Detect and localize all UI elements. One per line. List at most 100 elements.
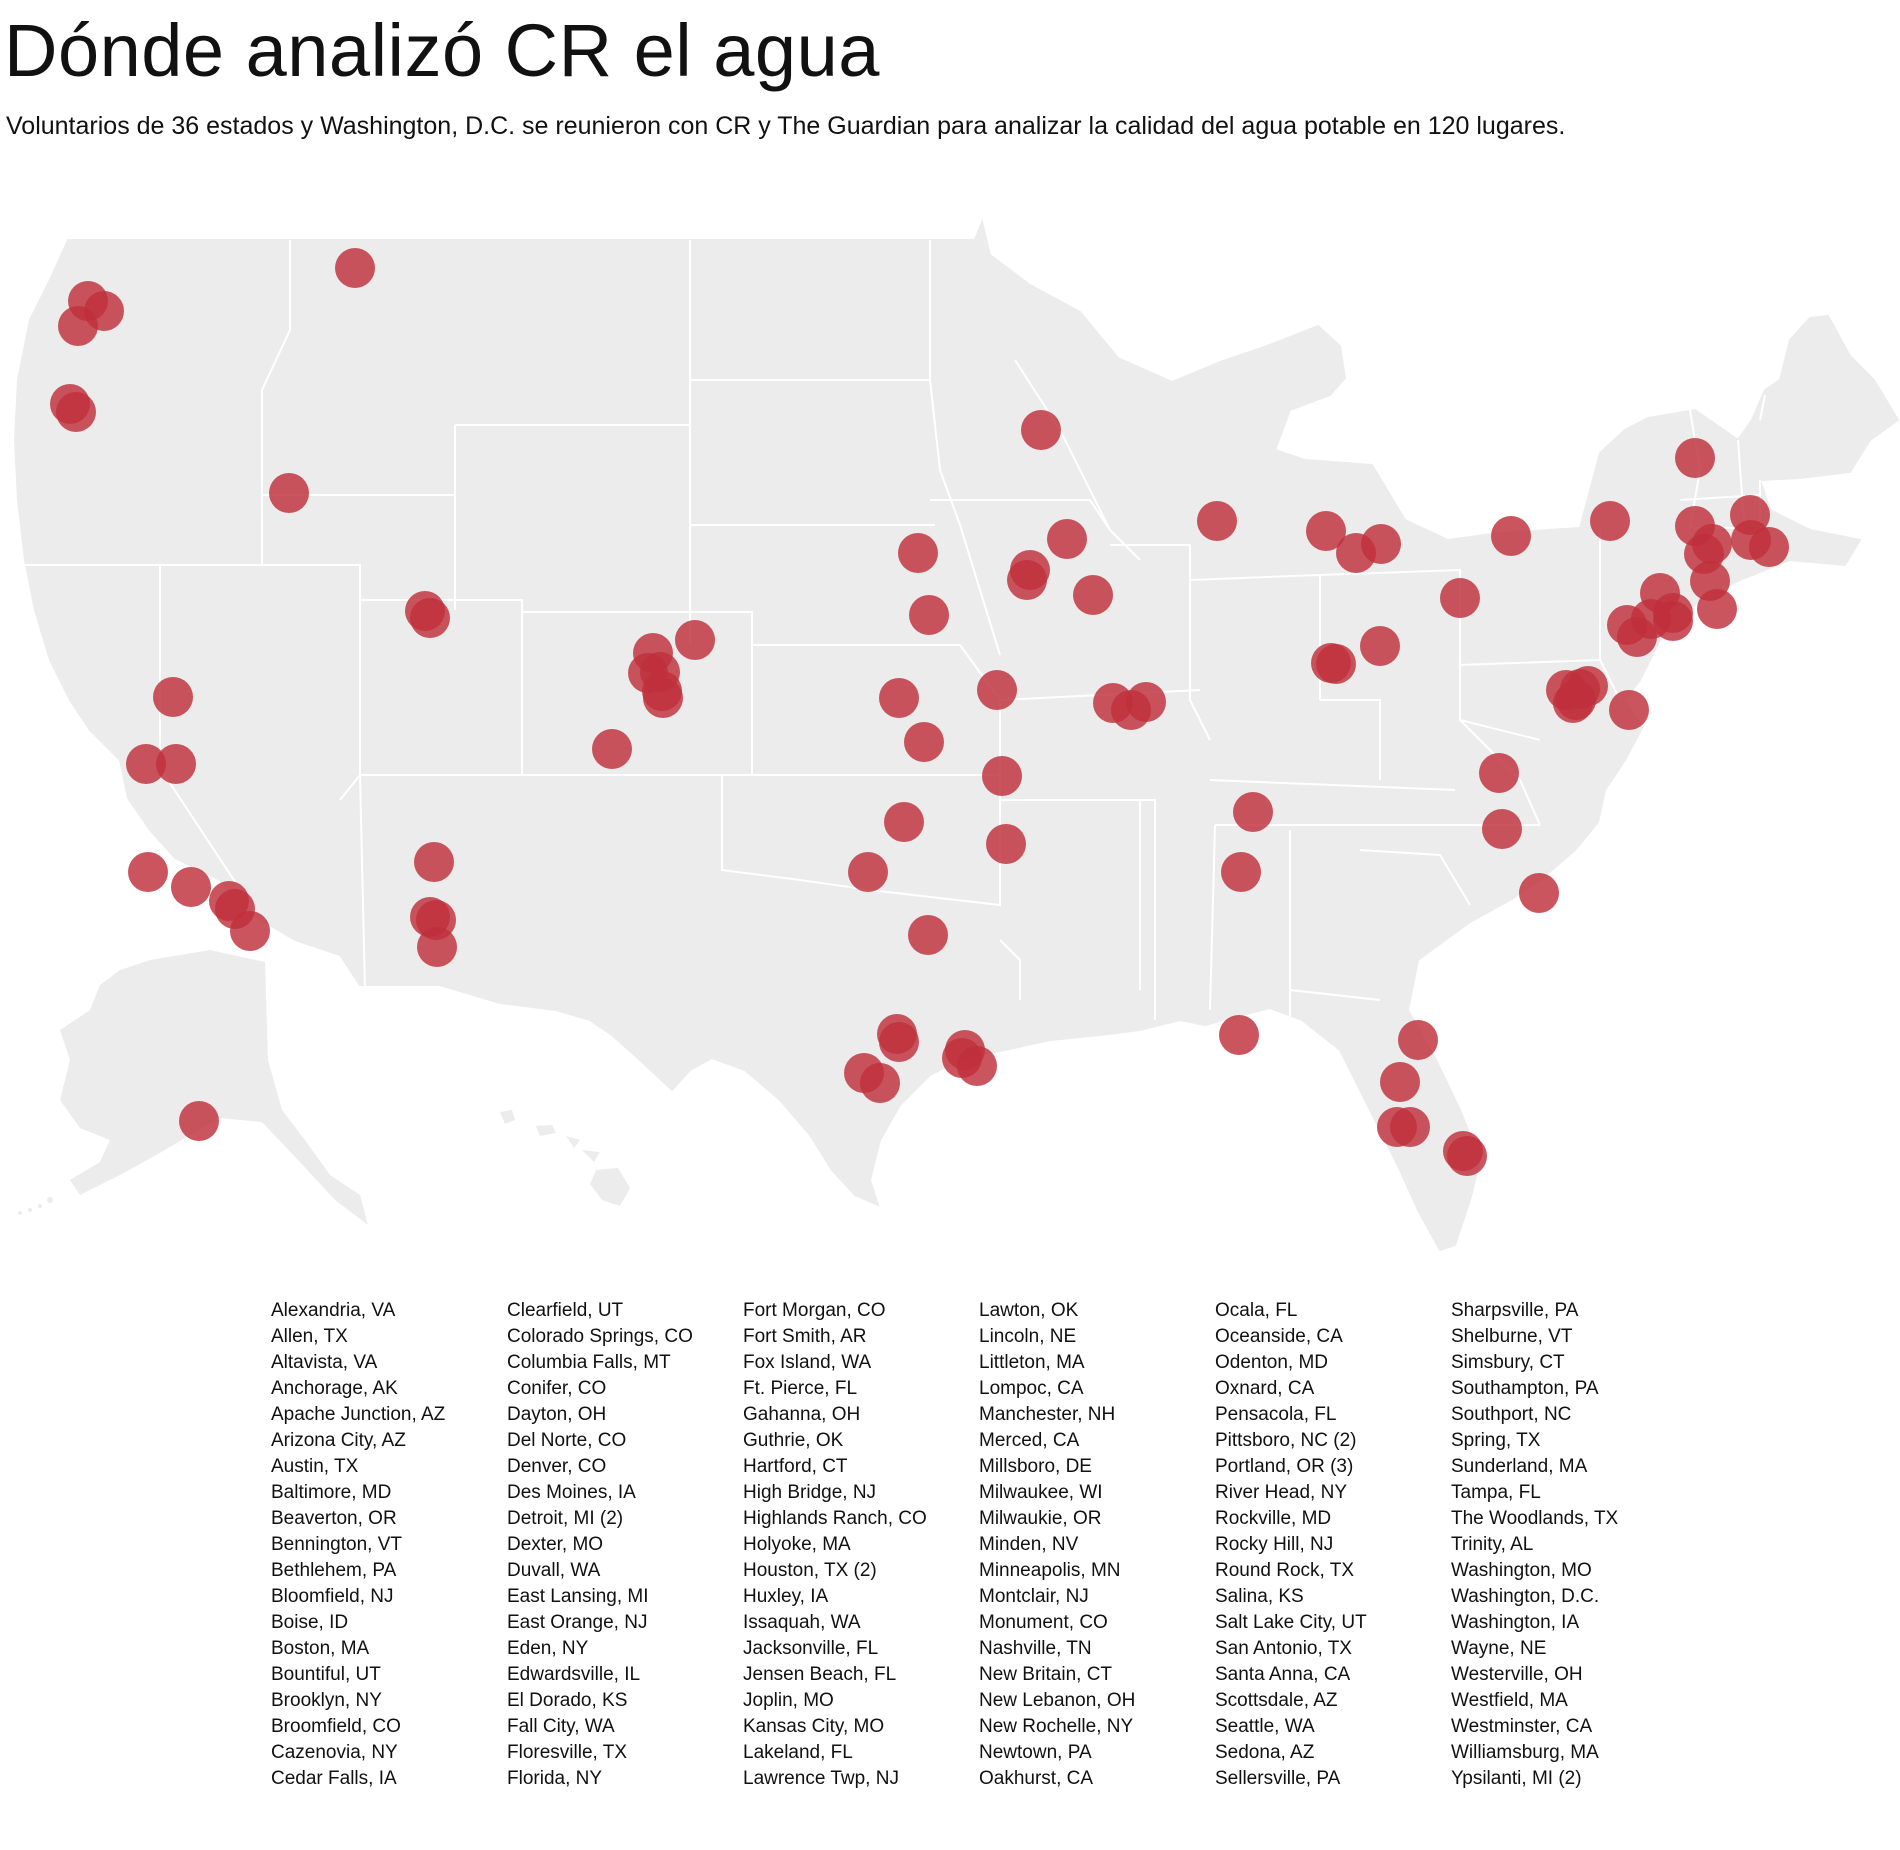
location-item: Shelburne, VT bbox=[1451, 1326, 1573, 1347]
location-item: Southampton, PA bbox=[1451, 1378, 1599, 1399]
location-item: Lawton, OK bbox=[979, 1300, 1079, 1321]
location-item: New Britain, CT bbox=[979, 1664, 1113, 1685]
locations-column: Fort Morgan, CO Fort Smith, AR Fox Island,… bbox=[743, 1298, 979, 1792]
location-item: Lincoln, NE bbox=[979, 1326, 1077, 1347]
locations-column: Sharpsville, PA Shelburne, VT Simsbury, CT… bbox=[1451, 1298, 1687, 1792]
location-item: Anchorage, AK bbox=[271, 1378, 398, 1399]
location-item: Tampa, FL bbox=[1451, 1482, 1541, 1503]
location-item: Manchester, NH bbox=[979, 1404, 1116, 1425]
location-item: Austin, TX bbox=[271, 1456, 359, 1477]
location-item: Fox Island, WA bbox=[743, 1352, 872, 1373]
map-subtitle: Voluntarios de 36 estados y Washington, … bbox=[6, 112, 1566, 140]
location-item: River Head, NY bbox=[1215, 1482, 1347, 1503]
location-item: Seattle, WA bbox=[1215, 1716, 1315, 1737]
location-item: East Lansing, MI bbox=[507, 1586, 649, 1607]
location-item: Milwaukie, OR bbox=[979, 1508, 1102, 1529]
location-item: Spring, TX bbox=[1451, 1430, 1541, 1451]
location-item: Hartford, CT bbox=[743, 1456, 848, 1477]
location-item: Santa Anna, CA bbox=[1215, 1664, 1351, 1685]
location-item: Oakhurst, CA bbox=[979, 1768, 1094, 1789]
location-item: Merced, CA bbox=[979, 1430, 1080, 1451]
location-item: Cedar Falls, IA bbox=[271, 1768, 397, 1789]
location-item: Simsbury, CT bbox=[1451, 1352, 1565, 1373]
location-item: Sellersville, PA bbox=[1215, 1768, 1341, 1789]
location-item: Conifer, CO bbox=[507, 1378, 607, 1399]
location-item: Ypsilanti, MI (2) bbox=[1451, 1768, 1582, 1789]
location-item: Pensacola, FL bbox=[1215, 1404, 1337, 1425]
location-item: Round Rock, TX bbox=[1215, 1560, 1355, 1581]
location-item: Westerville, OH bbox=[1451, 1664, 1583, 1685]
location-item: Lakeland, FL bbox=[743, 1742, 853, 1763]
location-item: East Orange, NJ bbox=[507, 1612, 648, 1633]
location-item: Scottsdale, AZ bbox=[1215, 1690, 1338, 1711]
location-item: Boise, ID bbox=[271, 1612, 349, 1633]
location-markers bbox=[50, 248, 1789, 1176]
location-item: Pittsboro, NC (2) bbox=[1215, 1430, 1357, 1451]
location-item: Edwardsville, IL bbox=[507, 1664, 641, 1685]
location-item: Minneapolis, MN bbox=[979, 1560, 1121, 1581]
locations-column: Lawton, OK Lincoln, NE Littleton, MA Lompoc… bbox=[979, 1298, 1215, 1792]
location-item: Nashville, TN bbox=[979, 1638, 1092, 1659]
location-item: Milwaukee, WI bbox=[979, 1482, 1103, 1503]
location-item: Sedona, AZ bbox=[1215, 1742, 1315, 1763]
location-item: Guthrie, OK bbox=[743, 1430, 844, 1451]
location-item: Fall City, WA bbox=[507, 1716, 615, 1737]
location-item: Lawrence Twp, NJ bbox=[743, 1768, 899, 1789]
location-item: Rockville, MD bbox=[1215, 1508, 1332, 1529]
aleutian-islands bbox=[18, 1197, 53, 1215]
location-item: Denver, CO bbox=[507, 1456, 607, 1477]
location-item: Cazenovia, NY bbox=[271, 1742, 398, 1763]
location-item: Highlands Ranch, CO bbox=[743, 1508, 927, 1529]
location-item: Joplin, MO bbox=[743, 1690, 834, 1711]
location-item: Detroit, MI (2) bbox=[507, 1508, 624, 1529]
location-item: Portland, OR (3) bbox=[1215, 1456, 1354, 1477]
location-item: Westminster, CA bbox=[1451, 1716, 1593, 1737]
location-item: Floresville, TX bbox=[507, 1742, 628, 1763]
location-item: Boston, MA bbox=[271, 1638, 370, 1659]
location-item: Southport, NC bbox=[1451, 1404, 1572, 1425]
location-item: Wayne, NE bbox=[1451, 1638, 1547, 1659]
location-item: Jacksonville, FL bbox=[743, 1638, 879, 1659]
location-item: Lompoc, CA bbox=[979, 1378, 1084, 1399]
location-item: Bennington, VT bbox=[271, 1534, 402, 1555]
location-item: Ocala, FL bbox=[1215, 1300, 1298, 1321]
location-item: Salina, KS bbox=[1215, 1586, 1304, 1607]
lower-48-land bbox=[13, 218, 1900, 1252]
location-item: Colorado Springs, CO bbox=[507, 1326, 693, 1347]
locations-list: Alexandria, VA Allen, TX Altavista, VA Anch… bbox=[271, 1298, 1687, 1792]
location-item: Littleton, MA bbox=[979, 1352, 1085, 1373]
location-item: Ft. Pierce, FL bbox=[743, 1378, 858, 1399]
location-item: Brooklyn, NY bbox=[271, 1690, 382, 1711]
location-item: Del Norte, CO bbox=[507, 1430, 627, 1451]
location-item: Huxley, IA bbox=[743, 1586, 829, 1607]
alaska-land bbox=[60, 950, 368, 1225]
location-item: Rocky Hill, NJ bbox=[1215, 1534, 1334, 1555]
location-item: Baltimore, MD bbox=[271, 1482, 392, 1503]
location-item: Fort Smith, AR bbox=[743, 1326, 867, 1347]
location-item: Bountiful, UT bbox=[271, 1664, 381, 1685]
location-item: Westfield, MA bbox=[1451, 1690, 1568, 1711]
location-item: Williamsburg, MA bbox=[1451, 1742, 1599, 1763]
location-item: Altavista, VA bbox=[271, 1352, 378, 1373]
hawaii-islands bbox=[500, 1110, 630, 1206]
location-item: Fort Morgan, CO bbox=[743, 1300, 886, 1321]
location-item: Trinity, AL bbox=[1451, 1534, 1534, 1555]
map-title: Dónde analizó CR el agua bbox=[4, 9, 880, 92]
location-item: Washington, D.C. bbox=[1451, 1586, 1600, 1607]
location-item: Monument, CO bbox=[979, 1612, 1108, 1633]
location-item: Columbia Falls, MT bbox=[507, 1352, 671, 1373]
location-item: Holyoke, MA bbox=[743, 1534, 851, 1555]
location-item: Jensen Beach, FL bbox=[743, 1664, 897, 1685]
location-item: Salt Lake City, UT bbox=[1215, 1612, 1367, 1633]
location-item: El Dorado, KS bbox=[507, 1690, 628, 1711]
location-item: Millsboro, DE bbox=[979, 1456, 1092, 1477]
location-item: Apache Junction, AZ bbox=[271, 1404, 446, 1425]
location-item: Arizona City, AZ bbox=[271, 1430, 406, 1451]
location-item: San Antonio, TX bbox=[1215, 1638, 1352, 1659]
location-item: Alexandria, VA bbox=[271, 1300, 396, 1321]
location-item: Montclair, NJ bbox=[979, 1586, 1089, 1607]
location-item: Washington, MO bbox=[1451, 1560, 1592, 1581]
location-item: New Lebanon, OH bbox=[979, 1690, 1136, 1711]
location-item: Newtown, PA bbox=[979, 1742, 1092, 1763]
locations-column: Alexandria, VA Allen, TX Altavista, VA Anch… bbox=[271, 1298, 507, 1792]
